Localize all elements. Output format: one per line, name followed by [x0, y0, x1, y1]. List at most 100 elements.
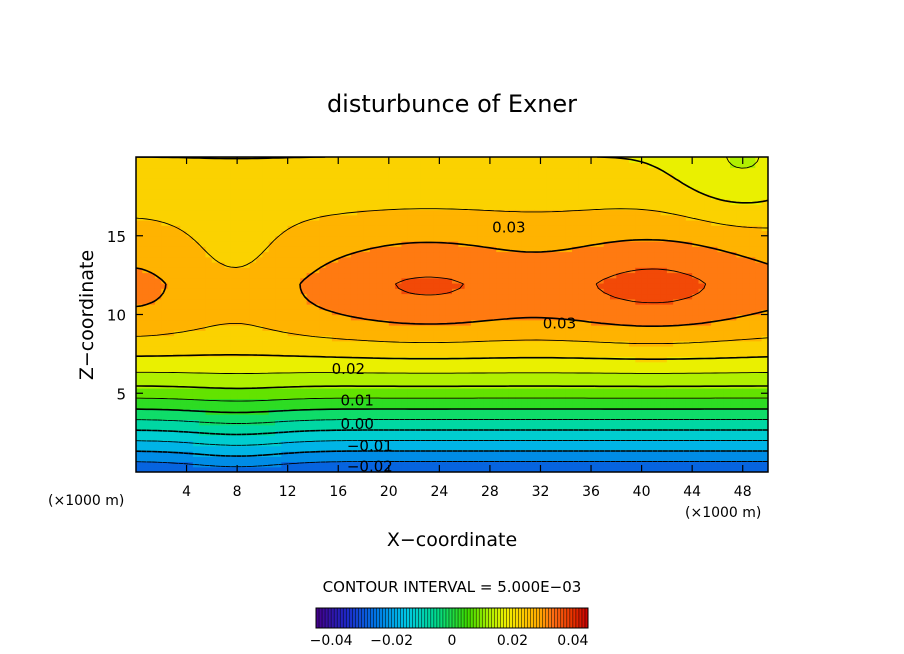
contour-cell [616, 262, 624, 268]
contour-cell [268, 272, 276, 279]
contour-cell [173, 230, 181, 237]
contour-cell [237, 241, 245, 247]
contour-cell [382, 325, 390, 331]
contour-cell [306, 162, 314, 169]
contour-cell [331, 398, 339, 405]
contour-cell [610, 304, 617, 310]
contour-cell [136, 435, 143, 442]
contour-cell [173, 340, 181, 347]
contour-cell [180, 340, 188, 347]
contour-cell [521, 409, 529, 415]
contour-cell [420, 262, 428, 268]
contour-cell [426, 372, 434, 379]
contour-cell [527, 461, 535, 468]
contour-cell [218, 419, 226, 426]
contour-cell [439, 330, 447, 337]
contour-cell [161, 172, 169, 179]
contour-cell [420, 235, 428, 242]
contour-cell [154, 193, 162, 200]
contour-cell [483, 251, 491, 258]
contour-cell [180, 204, 188, 211]
contour-cell [230, 204, 238, 211]
contour-cell [300, 367, 308, 373]
contour-cell [616, 403, 624, 410]
contour-cell [603, 157, 611, 163]
contour-cell [603, 288, 611, 295]
contour-cell [319, 225, 327, 232]
contour-cell [287, 440, 295, 447]
contour-cell [553, 277, 561, 284]
contour-cell [211, 461, 219, 468]
contour-cell [325, 157, 333, 163]
contour-cell [628, 367, 636, 373]
contour-cell [502, 424, 510, 431]
contour-cell [591, 361, 598, 368]
contour-cell [654, 298, 662, 305]
contour-cell [262, 367, 270, 373]
contour-cell [325, 314, 333, 321]
contour-cell [338, 466, 346, 472]
contour-cell [388, 414, 396, 421]
contour-cell [363, 178, 371, 184]
contour-cell [521, 277, 529, 284]
contour-cell [546, 356, 554, 363]
contour-cell [647, 183, 655, 190]
contour-cell [540, 251, 548, 258]
contour-cell [388, 209, 396, 216]
contour-cell [388, 157, 396, 163]
contour-cell [211, 304, 219, 310]
contour-cell [376, 167, 384, 174]
contour-cell [647, 293, 655, 300]
contour-cell [603, 188, 611, 195]
contour-cell [470, 183, 478, 190]
contour-cell [136, 241, 143, 247]
contour-cell [445, 398, 453, 405]
contour-cell [641, 314, 649, 321]
contour-cell [211, 346, 219, 352]
contour-cell [641, 440, 649, 447]
contour-cell [325, 304, 333, 310]
contour-cell [489, 445, 497, 452]
contour-cell [578, 440, 586, 447]
contour-cell [591, 330, 598, 337]
contour-cell [395, 193, 403, 200]
contour-cell [173, 351, 181, 358]
contour-cell [243, 272, 251, 279]
contour-cell [527, 445, 535, 452]
contour-cell [647, 277, 655, 284]
contour-cell [237, 188, 245, 195]
contour-cell [325, 330, 333, 337]
contour-cell [331, 225, 339, 232]
contour-cell [350, 230, 358, 237]
contour-cell [420, 172, 428, 179]
contour-cell [521, 162, 529, 169]
contour-cell [350, 256, 358, 263]
contour-cell [610, 314, 617, 321]
contour-cell [616, 204, 624, 211]
contour-cell [489, 409, 497, 415]
contour-cell [167, 188, 175, 195]
contour-cell [331, 393, 339, 400]
contour-cell [445, 283, 453, 289]
contour-cell [395, 277, 403, 284]
contour-cell [572, 346, 579, 352]
contour-cell [647, 435, 655, 442]
contour-cell [439, 424, 447, 431]
contour-cell [167, 335, 175, 342]
contour-cell [445, 157, 453, 163]
contour-cell [243, 204, 251, 211]
contour-cell [224, 461, 232, 468]
contour-cell [180, 283, 188, 289]
contour-cell [357, 199, 365, 205]
contour-cell [508, 393, 516, 400]
contour-cell [186, 325, 194, 331]
contour-cell [249, 157, 257, 163]
contour-cell [559, 403, 567, 410]
contour-cell [401, 235, 409, 242]
contour-cell [262, 183, 270, 190]
contour-cell [154, 377, 162, 384]
contour-cell [294, 403, 301, 410]
contour-cell [603, 256, 611, 263]
contour-cell [572, 220, 579, 226]
contour-cell [502, 199, 510, 205]
